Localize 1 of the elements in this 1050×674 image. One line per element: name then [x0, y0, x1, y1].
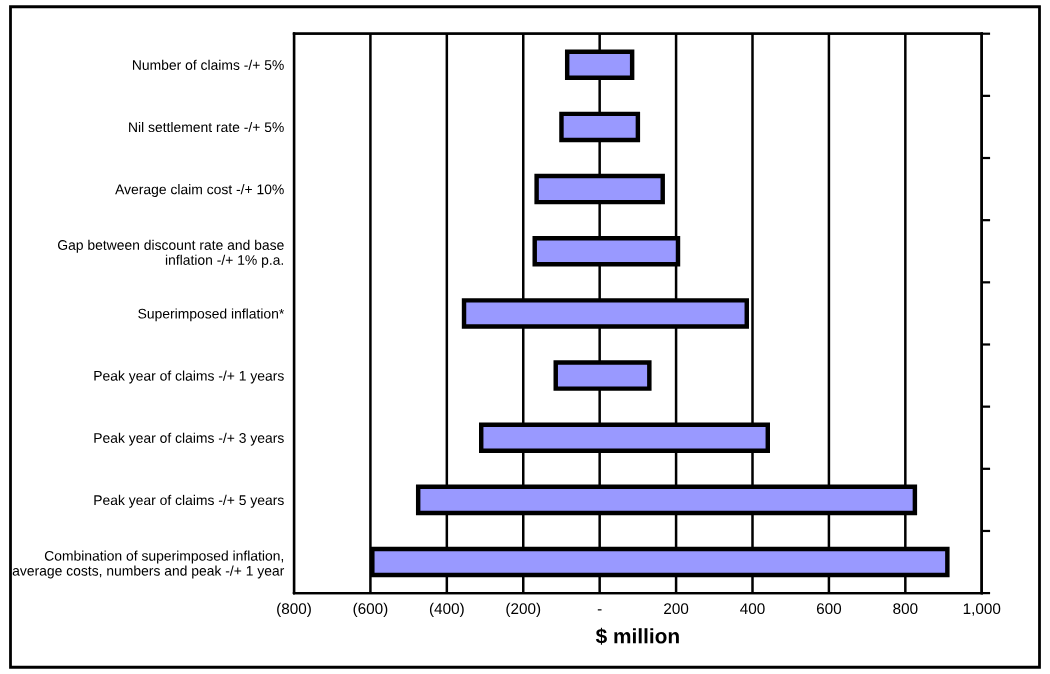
x-axis-title: $ million: [595, 627, 679, 645]
